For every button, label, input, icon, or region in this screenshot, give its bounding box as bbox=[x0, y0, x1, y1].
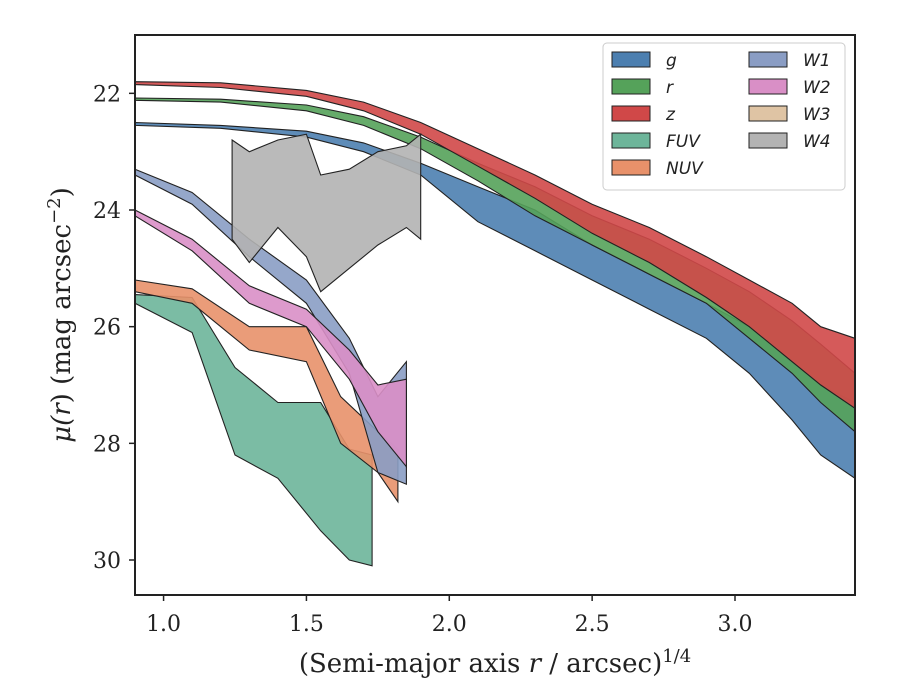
legend-swatch-r bbox=[611, 78, 651, 95]
x-tick-label: 2.5 bbox=[575, 612, 610, 637]
x-axis: 1.0 1.5 2.0 2.5 3.0 bbox=[146, 595, 753, 637]
legend-label-r: r bbox=[666, 78, 674, 98]
legend-swatch-nuv bbox=[611, 159, 651, 176]
y-tick-label: 22 bbox=[93, 82, 121, 107]
legend-swatch-w4 bbox=[748, 132, 788, 149]
legend: grz FUV NUV W1 W2 W3 W4 bbox=[602, 42, 846, 191]
x-axis-label: (Semi-major axis r / arcsec)1/4 bbox=[299, 646, 691, 679]
x-tick-label: 1.0 bbox=[146, 612, 181, 637]
band-fuv bbox=[134, 294, 373, 567]
band-w1 bbox=[134, 168, 407, 486]
x-tick-label: 1.5 bbox=[289, 612, 324, 637]
legend-swatch-w1 bbox=[748, 51, 788, 68]
legend-label-fuv: FUV bbox=[666, 132, 701, 152]
legend-swatch-g bbox=[611, 51, 651, 68]
series-bands bbox=[134, 81, 856, 567]
legend-label-nuv: NUV bbox=[666, 159, 704, 179]
x-tick-label: 2.0 bbox=[432, 612, 467, 637]
y-tick-label: 24 bbox=[93, 199, 121, 224]
legend-swatch-w3 bbox=[748, 105, 788, 122]
legend-swatch-fuv bbox=[611, 132, 651, 149]
y-tick-label: 28 bbox=[93, 432, 121, 457]
legend-swatch-z bbox=[611, 105, 651, 122]
legend-label-w2: W2 bbox=[803, 78, 831, 98]
y-axis-label: μ(r) (mag arcsec−2) bbox=[44, 187, 77, 443]
legend-label-z: z bbox=[665, 105, 676, 125]
band-w4 bbox=[231, 133, 422, 293]
band-w2 bbox=[134, 209, 407, 469]
legend-swatch-w2 bbox=[748, 78, 788, 95]
plot-frame bbox=[134, 34, 856, 596]
x-tick-label: 3.0 bbox=[718, 612, 753, 637]
legend-label-w3: W3 bbox=[803, 105, 831, 125]
y-tick-label: 30 bbox=[93, 549, 121, 574]
band-nuv bbox=[134, 279, 399, 504]
legend-label-g: g bbox=[666, 51, 677, 71]
y-axis: 22 24 26 28 30 bbox=[93, 82, 135, 574]
legend-label-w1: W1 bbox=[803, 51, 831, 71]
y-tick-label: 26 bbox=[93, 316, 121, 341]
legend-label-w4: W4 bbox=[803, 132, 831, 152]
